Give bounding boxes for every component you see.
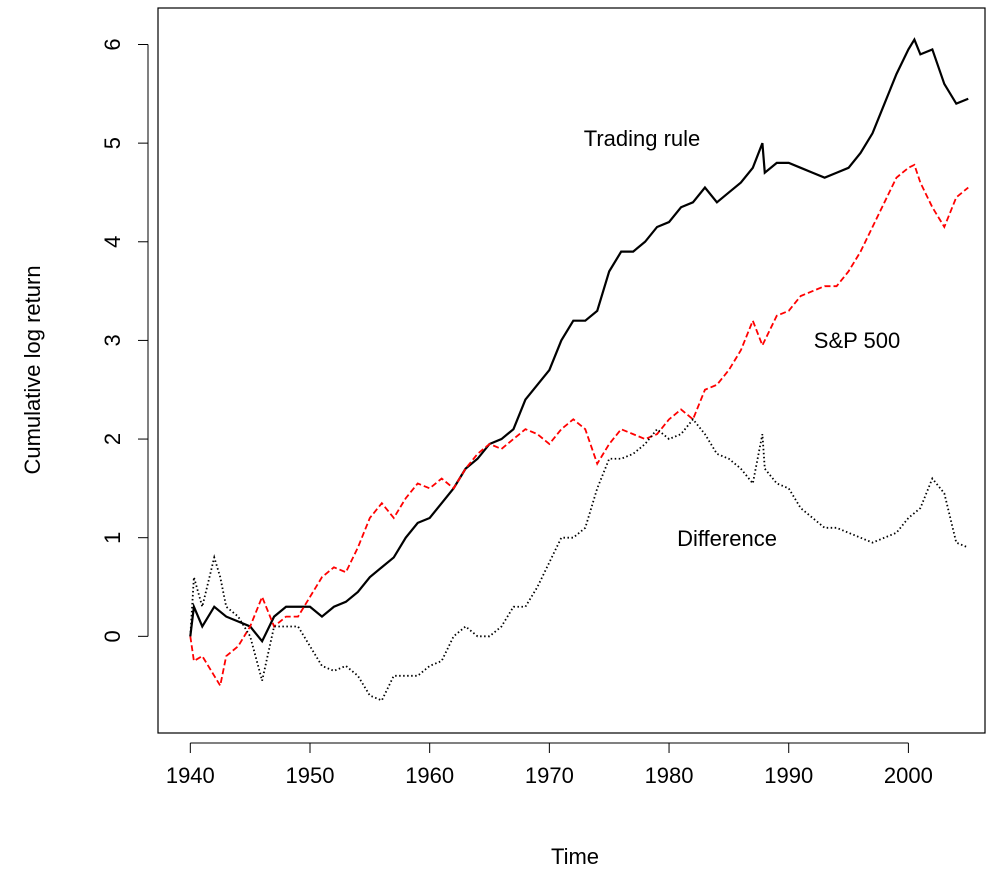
y-tick-label: 3 bbox=[100, 334, 125, 346]
series-line bbox=[189, 417, 969, 702]
annotation: S&P 500 bbox=[814, 328, 900, 353]
y-tick-label: 6 bbox=[100, 38, 125, 50]
annotation: Trading rule bbox=[584, 126, 701, 151]
y-tick-label: 1 bbox=[100, 532, 125, 544]
x-axis-label: Time bbox=[551, 844, 599, 869]
y-tick-label: 2 bbox=[100, 433, 125, 445]
x-tick-label: 1980 bbox=[645, 763, 694, 788]
y-tick-label: 0 bbox=[100, 630, 125, 642]
plot-frame bbox=[157, 7, 986, 734]
x-tick-label: 1940 bbox=[166, 763, 215, 788]
series-line bbox=[189, 163, 969, 689]
x-tick-label: 2000 bbox=[884, 763, 933, 788]
series-line bbox=[189, 37, 969, 644]
x-tick-label: 1950 bbox=[286, 763, 335, 788]
annotation: Difference bbox=[677, 526, 777, 551]
x-tick-label: 1970 bbox=[525, 763, 574, 788]
x-tick-label: 1990 bbox=[764, 763, 813, 788]
y-tick-label: 5 bbox=[100, 137, 125, 149]
x-tick-label: 1960 bbox=[405, 763, 454, 788]
y-tick-label: 4 bbox=[100, 236, 125, 248]
y-axis-label: Cumulative log return bbox=[20, 265, 45, 474]
